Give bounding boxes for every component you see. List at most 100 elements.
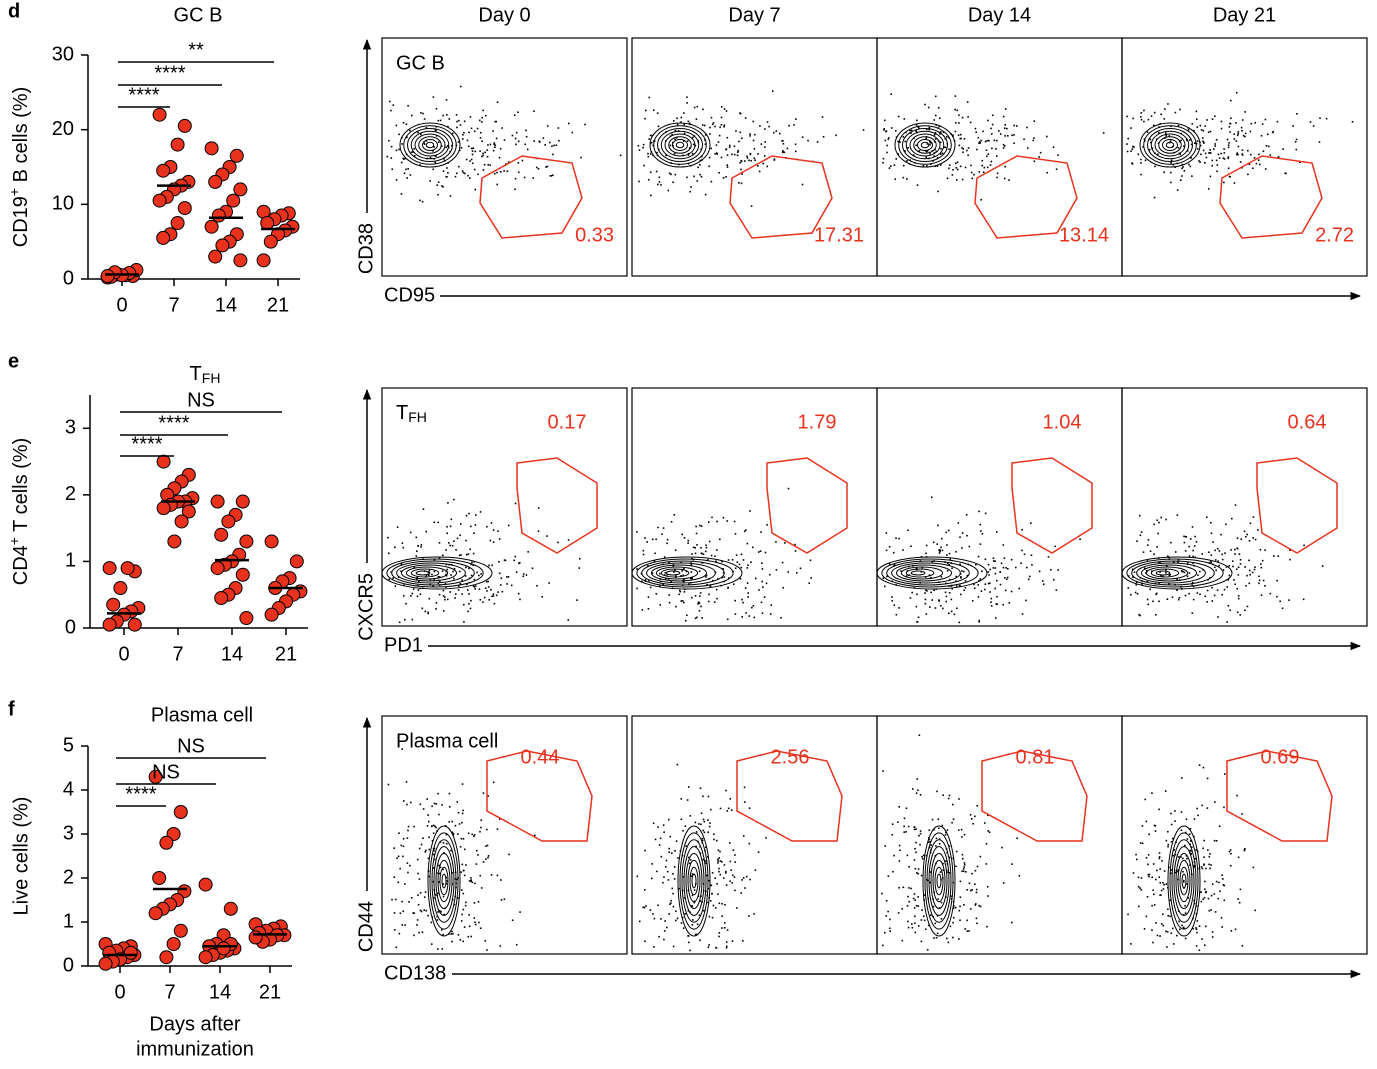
event-dot	[916, 621, 918, 623]
event-dot	[388, 578, 391, 581]
event-dot	[890, 93, 893, 95]
event-dot	[473, 902, 476, 904]
event-dot	[1237, 574, 1240, 576]
event-dot	[1226, 621, 1228, 623]
event-dot	[437, 181, 440, 183]
event-dot	[1264, 549, 1266, 551]
event-dot	[418, 931, 420, 934]
event-dot	[668, 847, 671, 850]
event-dot	[1219, 890, 1221, 892]
data-point	[260, 216, 275, 230]
event-dot	[1213, 893, 1216, 895]
event-dot	[717, 141, 720, 143]
event-dot	[437, 911, 439, 913]
event-dot	[668, 913, 671, 915]
event-dot	[1158, 521, 1160, 524]
event-dot	[1190, 850, 1192, 852]
event-dot	[1195, 945, 1198, 947]
event-dot	[971, 600, 974, 602]
event-dot	[422, 112, 424, 115]
event-dot	[754, 869, 757, 872]
event-dot	[662, 583, 664, 586]
event-dot	[460, 871, 462, 873]
event-dot	[413, 825, 415, 828]
event-dot	[782, 142, 785, 145]
event-dot	[1248, 582, 1251, 585]
event-dot	[1057, 154, 1059, 156]
event-dot	[479, 830, 481, 833]
event-dot	[1235, 140, 1238, 142]
gate-value: 2.72	[1315, 224, 1354, 246]
event-dot	[476, 127, 479, 130]
event-dot	[901, 908, 904, 910]
contour	[399, 122, 461, 168]
event-dot	[449, 195, 452, 197]
event-dot	[933, 828, 935, 831]
event-dot	[1047, 556, 1050, 558]
event-dot	[517, 161, 520, 164]
event-dot	[1241, 153, 1243, 155]
event-dot	[1135, 853, 1137, 856]
event-dot	[975, 131, 978, 134]
event-dot	[936, 543, 939, 545]
event-dot	[1210, 532, 1213, 535]
event-dot	[936, 932, 939, 935]
event-dot	[1209, 130, 1212, 133]
event-dot	[704, 193, 707, 196]
event-dot	[480, 819, 483, 822]
event-dot	[763, 596, 766, 598]
event-dot	[672, 945, 675, 948]
event-dot	[654, 838, 657, 841]
event-dot	[969, 813, 972, 816]
event-dot	[946, 829, 949, 831]
event-dot	[454, 597, 456, 599]
data-point	[239, 611, 254, 626]
contour	[896, 564, 952, 582]
event-dot	[987, 830, 990, 832]
event-dot	[443, 852, 445, 854]
event-dot	[1201, 938, 1203, 940]
event-dot	[461, 889, 463, 891]
event-dot	[801, 136, 804, 138]
x-axis-label: PD1	[384, 634, 423, 656]
event-dot	[1159, 571, 1161, 573]
event-dot	[472, 564, 474, 567]
event-dot	[445, 882, 448, 885]
event-dot	[1258, 153, 1260, 156]
event-dot	[1244, 111, 1246, 113]
event-dot	[681, 600, 684, 602]
event-dot	[471, 153, 474, 156]
event-dot	[958, 938, 960, 940]
event-dot	[619, 154, 622, 157]
event-dot	[544, 144, 546, 146]
event-dot	[699, 159, 702, 162]
event-dot	[663, 876, 665, 878]
event-dot	[1159, 868, 1161, 870]
event-dot	[637, 144, 640, 147]
event-dot	[1149, 138, 1152, 141]
data-point	[127, 617, 142, 632]
event-dot	[395, 124, 398, 127]
event-dot	[991, 123, 994, 126]
event-dot	[918, 150, 921, 152]
event-dot	[491, 595, 493, 598]
contour	[1147, 128, 1193, 162]
gate-value: 13.14	[1059, 224, 1109, 246]
event-dot	[438, 576, 441, 578]
event-dot	[458, 554, 461, 557]
event-dot	[1211, 159, 1214, 162]
event-dot	[515, 571, 518, 574]
event-dot	[933, 155, 935, 157]
event-dot	[750, 561, 752, 564]
event-dot	[742, 940, 744, 942]
event-dot	[775, 541, 777, 543]
event-dot	[537, 167, 540, 170]
event-dot	[513, 559, 515, 562]
event-dot	[977, 596, 980, 598]
event-dot	[515, 131, 518, 134]
event-dot	[961, 836, 963, 838]
event-dot	[1229, 849, 1232, 851]
event-dot	[401, 143, 403, 145]
event-dot	[1030, 522, 1032, 524]
event-dot	[1169, 899, 1172, 902]
